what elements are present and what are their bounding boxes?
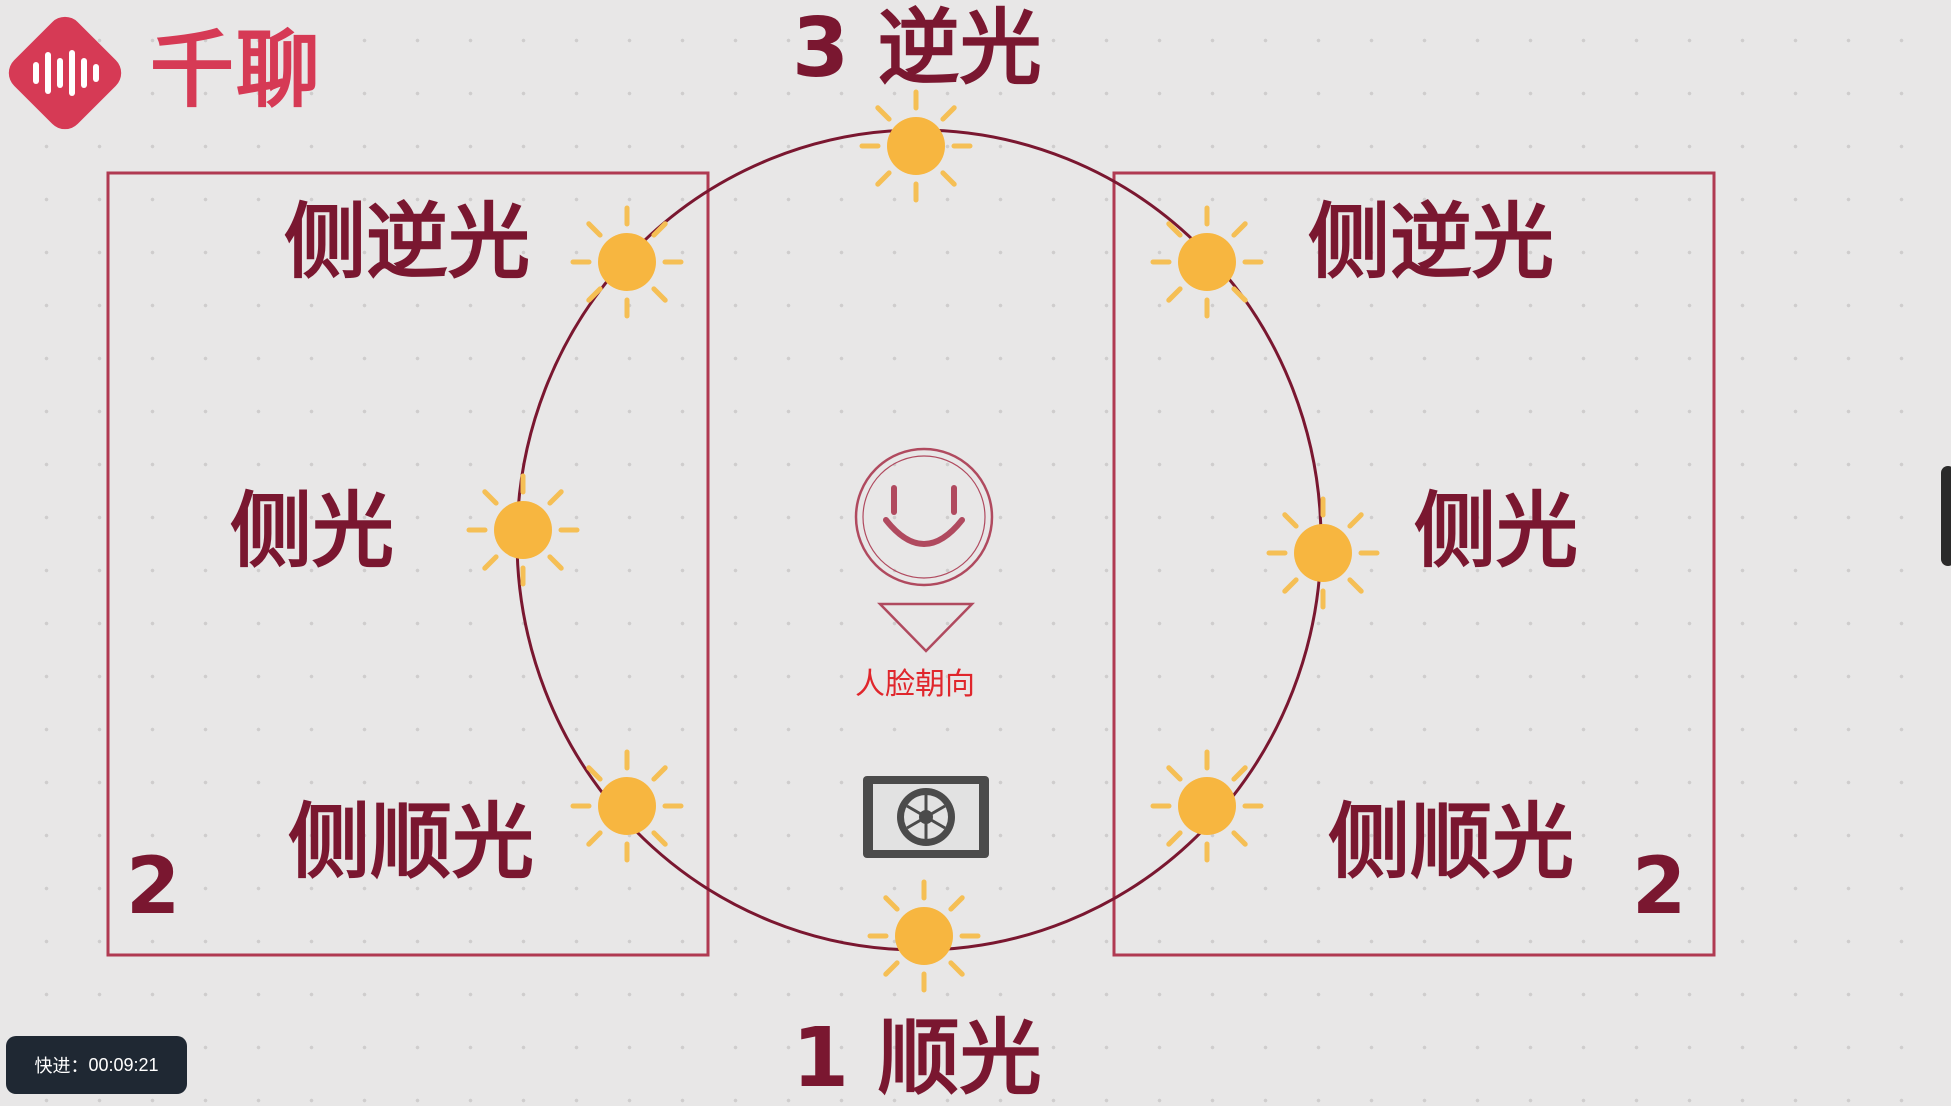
smiley-face-icon — [854, 447, 994, 587]
right-side-light-label: 侧光 — [1414, 484, 1579, 579]
fast-forward-time: 00:09:21 — [88, 1054, 159, 1075]
frontlight-label: 1 顺光 — [792, 1011, 1042, 1106]
left-side-back-light-label: 侧逆光 — [284, 195, 531, 290]
sun-right-back-icon — [1150, 205, 1264, 319]
sun-right-front-icon — [1150, 749, 1264, 863]
sun-top-icon — [859, 89, 973, 203]
right-side-back-light-label: 侧逆光 — [1308, 195, 1555, 290]
logo-icon — [8, 16, 122, 130]
sun-left-front-icon — [570, 749, 684, 863]
fast-forward-label: 快进： — [34, 1056, 89, 1076]
left-side-zone — [106, 171, 710, 957]
left-side-front-light-label: 侧顺光 — [288, 795, 535, 890]
left-zone-number: 2 — [126, 842, 181, 932]
sun-right-side-icon — [1266, 496, 1380, 610]
sun-left-side-icon — [466, 473, 580, 587]
right-zone-number: 2 — [1632, 842, 1687, 932]
triangle-down-icon — [877, 602, 975, 653]
right-side-front-light-label: 侧顺光 — [1328, 795, 1575, 890]
brand-logo-text: 千聊 — [150, 21, 323, 119]
sun-left-back-icon — [570, 205, 684, 319]
left-side-light-label: 侧光 — [230, 484, 395, 579]
sun-markers — [466, 89, 1380, 993]
backlight-label: 3 逆光 — [792, 1, 1042, 96]
face-direction-label: 人脸朝向 — [855, 667, 975, 702]
fast-forward-badge: 快进： 00:09:21 — [6, 1036, 187, 1094]
sun-bottom-icon — [867, 879, 981, 993]
side-handle[interactable] — [1941, 466, 1951, 566]
camera-aperture-icon — [863, 776, 989, 858]
right-side-zone — [1112, 171, 1716, 957]
